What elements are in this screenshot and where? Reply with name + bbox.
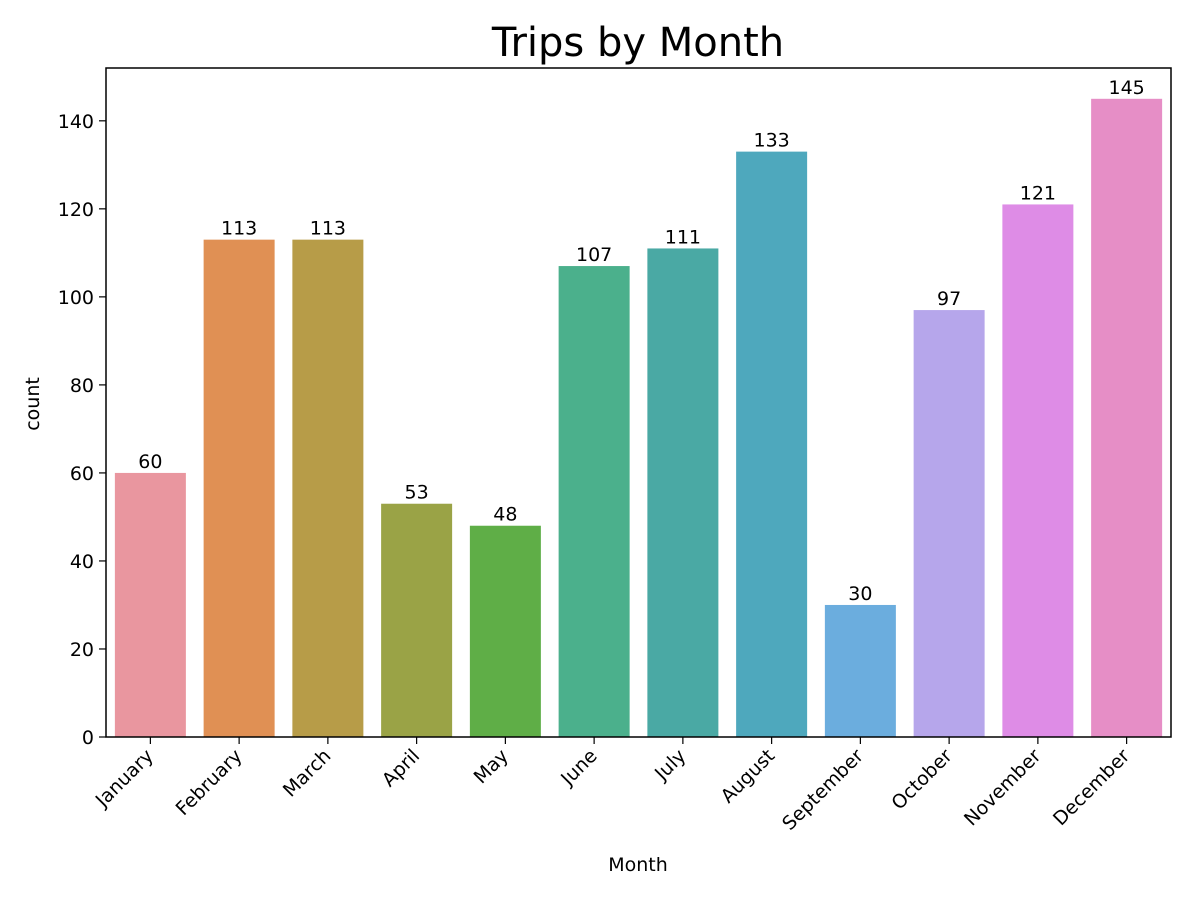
- data-label-november: 121: [1020, 182, 1056, 204]
- y-tick-label-120: 120: [58, 199, 94, 221]
- bar-may: [469, 525, 541, 737]
- data-label-june: 107: [576, 244, 612, 266]
- data-label-december: 145: [1108, 77, 1144, 99]
- data-label-july: 111: [665, 226, 701, 248]
- bar-march: [292, 239, 364, 738]
- x-tick-label-july: July: [650, 745, 690, 785]
- y-axis-label: count: [22, 377, 44, 431]
- y-tick-label-0: 0: [82, 727, 94, 749]
- x-tick-label-august: August: [717, 745, 780, 808]
- axes-frame: [105, 67, 1172, 738]
- bar-february: [203, 239, 275, 738]
- x-tick-label-april: April: [378, 745, 424, 791]
- bar-august: [736, 151, 808, 737]
- x-tick-label-march: March: [279, 745, 336, 802]
- y-tick-label-100: 100: [58, 287, 94, 309]
- x-tick-label-december: December: [1049, 745, 1134, 830]
- data-label-february: 113: [221, 218, 257, 240]
- data-label-january: 60: [138, 451, 162, 473]
- bar-november: [1002, 204, 1074, 737]
- bar-january: [114, 472, 186, 737]
- bar-june: [558, 266, 630, 737]
- plot-area: 60 January 113 February 113 March 53 April 48 May…: [58, 67, 1172, 835]
- x-tick-label-february: February: [172, 745, 247, 820]
- data-label-april: 53: [405, 482, 429, 504]
- x-tick-label-october: October: [887, 745, 956, 814]
- x-tick-label-november: November: [960, 745, 1046, 831]
- data-label-may: 48: [493, 504, 517, 526]
- bar-october: [913, 310, 985, 737]
- y-tick-label-140: 140: [58, 111, 94, 133]
- bar-april: [381, 503, 453, 737]
- chart-title: Trips by Month: [491, 20, 784, 66]
- data-label-march: 113: [310, 218, 346, 240]
- y-tick-label-60: 60: [70, 463, 94, 485]
- x-tick-label-january: January: [91, 745, 158, 812]
- x-axis-label: Month: [608, 854, 668, 876]
- x-tick-label-may: May: [470, 745, 513, 788]
- data-label-september: 30: [848, 583, 872, 605]
- bar-september: [824, 604, 896, 737]
- x-tick-label-september: September: [778, 745, 868, 835]
- bar-december: [1091, 98, 1163, 738]
- data-label-october: 97: [937, 288, 961, 310]
- data-label-august: 133: [753, 130, 789, 152]
- y-tick-label-80: 80: [70, 375, 94, 397]
- y-tick-label-40: 40: [70, 551, 94, 573]
- x-tick-label-june: June: [556, 745, 602, 791]
- bar-july: [647, 248, 719, 737]
- y-tick-label-20: 20: [70, 639, 94, 661]
